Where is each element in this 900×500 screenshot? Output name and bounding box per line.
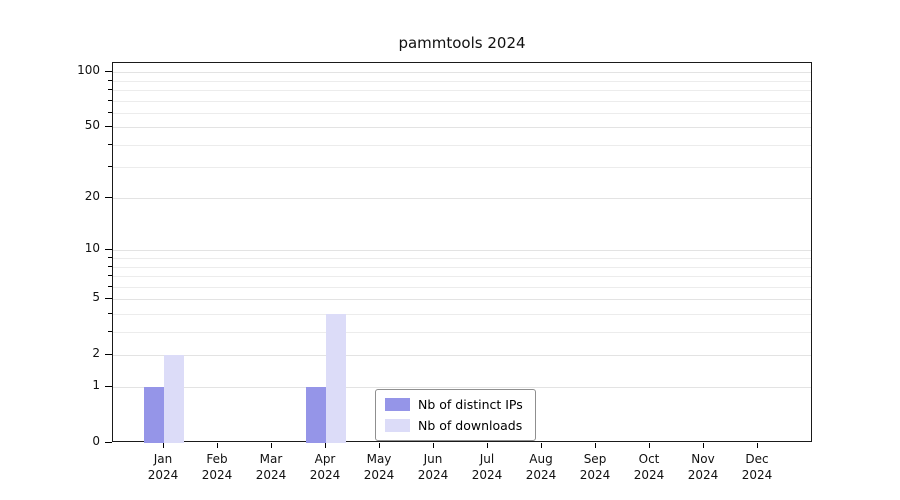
- gridline-minor: [113, 258, 811, 259]
- y-tick: [105, 197, 112, 199]
- y-minor-tick: [108, 285, 112, 287]
- x-tick-label-sep: Sep 2024: [579, 452, 611, 483]
- gridline-minor: [113, 112, 811, 114]
- gridline-minor: [113, 331, 811, 333]
- gridline-major: [113, 127, 811, 129]
- y-tick: [105, 442, 112, 443]
- gridline-major: [113, 198, 811, 200]
- y-minor-tick: [108, 88, 112, 90]
- y-tick-label: 50: [84, 118, 100, 133]
- y-minor-tick: [108, 274, 112, 276]
- gridline-major: [113, 354, 811, 356]
- y-tick: [105, 71, 112, 73]
- gridline-minor: [113, 167, 811, 169]
- x-tick-label-may: May 2024: [363, 452, 395, 483]
- legend-item-distinct-ips: Nb of distinct IPs: [385, 397, 523, 412]
- y-minor-tick: [108, 166, 112, 168]
- bar-distinct-ips-apr: [306, 387, 326, 443]
- gridline-minor: [113, 266, 811, 268]
- x-tick-label-feb: Feb 2024: [201, 452, 233, 483]
- x-tick-label-jun: Jun 2024: [417, 452, 449, 483]
- y-minor-tick: [108, 257, 112, 258]
- gridline-minor: [113, 286, 811, 288]
- y-tick: [105, 249, 112, 251]
- x-tick-label-mar: Mar 2024: [255, 452, 287, 483]
- x-tick: [649, 443, 650, 448]
- y-tick-label: 5: [92, 290, 100, 304]
- gridline-minor: [113, 80, 811, 82]
- y-tick: [105, 353, 112, 355]
- legend-label-distinct-ips: Nb of distinct IPs: [418, 397, 523, 412]
- x-tick: [703, 443, 704, 448]
- x-tick: [433, 443, 434, 448]
- gridline-minor: [113, 89, 811, 91]
- y-tick: [105, 298, 112, 299]
- y-tick-label: 1: [92, 378, 100, 393]
- x-tick: [541, 443, 542, 448]
- legend-swatch-downloads: [385, 419, 410, 432]
- x-tick-label-jul: Jul 2024: [471, 452, 503, 483]
- x-tick: [757, 443, 758, 448]
- y-minor-tick: [108, 330, 112, 332]
- x-tick: [595, 443, 596, 448]
- x-tick: [163, 443, 164, 448]
- gridline-major: [113, 72, 811, 74]
- x-tick-label-oct: Oct 2024: [633, 452, 665, 483]
- legend: Nb of distinct IPs Nb of downloads: [375, 389, 536, 441]
- y-minor-tick: [108, 79, 112, 81]
- plot-area: Nb of distinct IPs Nb of downloads: [112, 62, 812, 443]
- x-tick: [325, 443, 326, 448]
- legend-swatch-distinct-ips: [385, 398, 410, 411]
- x-tick-label-nov: Nov 2024: [687, 452, 719, 483]
- y-minor-tick: [108, 265, 112, 267]
- x-tick: [379, 443, 380, 448]
- gridline-minor: [113, 313, 811, 315]
- gridline-major: [113, 250, 811, 252]
- bar-downloads-jan: [164, 354, 184, 443]
- y-tick: [105, 386, 112, 388]
- x-tick: [271, 443, 272, 448]
- legend-label-downloads: Nb of downloads: [418, 418, 523, 433]
- x-tick-label-aug: Aug 2024: [525, 452, 557, 483]
- y-tick: [105, 126, 112, 128]
- x-tick: [487, 443, 488, 448]
- chart-title: pammtools 2024: [398, 34, 526, 52]
- bar-distinct-ips-jan: [144, 387, 164, 443]
- y-tick-label: 100: [77, 63, 100, 78]
- bar-downloads-apr: [326, 313, 346, 443]
- x-tick-label-apr: Apr 2024: [309, 452, 341, 483]
- x-tick-label-jan: Jan 2024: [147, 452, 179, 483]
- x-tick-label-dec: Dec 2024: [741, 452, 773, 483]
- y-tick-label: 0: [92, 434, 100, 448]
- y-minor-tick: [108, 99, 112, 101]
- gridline-major: [113, 299, 811, 300]
- gridline-minor: [113, 144, 811, 146]
- gridline-minor: [113, 275, 811, 277]
- y-tick-label: 20: [84, 189, 100, 204]
- y-tick-label: 2: [92, 345, 100, 360]
- x-tick: [217, 443, 218, 448]
- y-minor-tick: [108, 143, 112, 145]
- gridline-minor: [113, 100, 811, 102]
- legend-item-downloads: Nb of downloads: [385, 418, 523, 433]
- y-minor-tick: [108, 111, 112, 113]
- y-tick-label: 10: [84, 241, 100, 256]
- y-minor-tick: [108, 312, 112, 314]
